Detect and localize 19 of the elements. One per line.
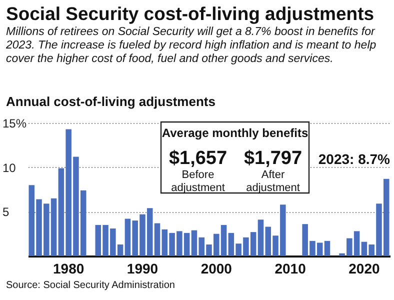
x-tick-label: 2010 [274, 260, 306, 276]
bar [324, 240, 330, 256]
y-tick-label: 10 [2, 160, 16, 175]
annotation: Before adjustment [171, 169, 225, 194]
annotation: $1,657 [168, 148, 228, 169]
source-note: Source: Social Security Administration [6, 280, 175, 291]
annotation: 2023: 8.7% [318, 151, 391, 167]
chart-title: Social Security cost-of-living adjustments [6, 3, 374, 24]
x-tick-label: 1990 [126, 260, 158, 276]
text: Annual cost-of-living adjustments [6, 94, 216, 109]
x-tick-label: 2000 [200, 260, 232, 276]
annotation: Average monthly benefits [162, 126, 308, 140]
y-tick-label: 5 [2, 205, 10, 220]
x-tick-label: 1980 [52, 260, 84, 276]
x-tick-label: 2020 [348, 260, 380, 276]
annotation: $1,797 [244, 148, 302, 169]
y-tick-label: 15% [2, 116, 27, 130]
chart-subtitle: Millions of retirees on Social Security will get a 8.7% boost in benefits for 2023. The increase is fueled by record high inflation and is meant to help cover the higher cost of food, fuel and other goods and services. [5, 26, 377, 65]
annotation: After adjustment [246, 169, 300, 194]
